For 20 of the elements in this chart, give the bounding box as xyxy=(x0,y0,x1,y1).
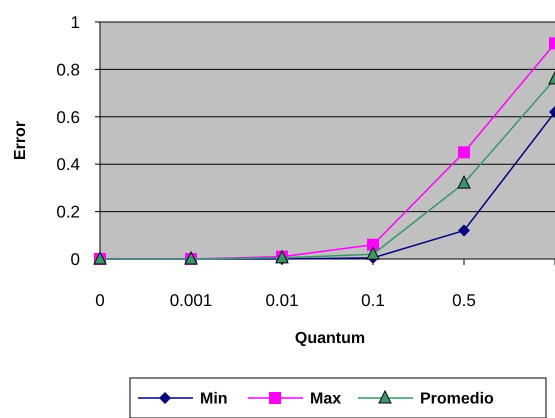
x-tick-label: 0.01 xyxy=(265,291,299,310)
legend-label: Min xyxy=(200,390,228,408)
y-tick-label: 0.8 xyxy=(56,60,80,80)
x-tick-label: 0.5 xyxy=(452,291,476,310)
x-tick-label: 0 xyxy=(95,291,105,310)
y-tick-label: 0.4 xyxy=(56,155,80,174)
legend-label: Promedio xyxy=(420,390,494,408)
x-axis-title: Quantum xyxy=(294,330,366,347)
y-tick-label: 0.2 xyxy=(56,202,80,222)
point xyxy=(458,176,470,189)
x-tick-label: 0.1 xyxy=(361,291,385,310)
legend-label: Max xyxy=(310,390,342,408)
y-tick-label: 0 xyxy=(70,250,80,269)
y-axis-title: Error xyxy=(12,120,29,160)
y-tick-label: 0.6 xyxy=(56,108,80,127)
point xyxy=(366,246,380,260)
y-tick-label: 1 xyxy=(70,12,80,32)
x-tick-label: 0.001 xyxy=(170,291,212,310)
point xyxy=(458,146,470,158)
point xyxy=(458,224,470,237)
